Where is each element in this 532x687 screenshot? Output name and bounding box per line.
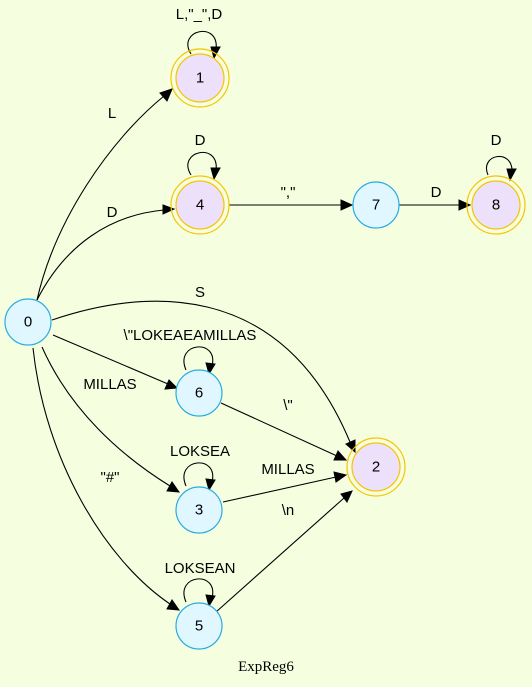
- arrowhead-0-2-s: [345, 439, 356, 454]
- state-4-label: 4: [196, 197, 204, 214]
- state-1-label: 1: [196, 70, 204, 87]
- self-loop-3: [183, 462, 214, 487]
- state-1: [175, 53, 225, 103]
- state-2: [351, 442, 401, 492]
- edge-0-4: [36, 209, 165, 301]
- arrowhead-loop-3: [205, 478, 216, 492]
- graph-title: ExpReg6: [238, 659, 294, 675]
- arrowhead-0-1: [159, 88, 173, 102]
- edge-label-7-8: D: [431, 184, 442, 201]
- edge-0-1: [36, 95, 165, 301]
- state-8: [471, 180, 521, 230]
- state-7-label: 7: [372, 197, 380, 214]
- state-7: [352, 181, 400, 229]
- state-0-label: 0: [24, 314, 32, 331]
- state-0: [4, 298, 52, 346]
- edge-label-0-1: L: [108, 105, 116, 122]
- edge-label-4-7: ",": [281, 184, 296, 201]
- state-1-outer-ring: [170, 48, 230, 108]
- state-6: [175, 369, 223, 417]
- edge-label-loop-3: LOKSEA: [170, 443, 230, 460]
- edge-0-3: [41, 346, 171, 487]
- edge-label-5-2: \n: [282, 502, 295, 519]
- state-8-outer-ring: [466, 175, 526, 235]
- arrowhead-loop-6: [205, 362, 216, 376]
- arrowhead-0-4: [162, 204, 176, 215]
- arrowhead-4-7: [340, 199, 354, 211]
- arrowhead-7-8: [458, 199, 472, 211]
- arrowhead-0-6: [164, 379, 179, 390]
- edge-label-loop-8: D: [491, 132, 502, 149]
- edge-label-3-2: MILLAS: [261, 461, 314, 478]
- state-6-label: 6: [195, 385, 203, 402]
- state-5-label: 5: [195, 618, 203, 635]
- edge-label-0-5: "#": [101, 469, 120, 486]
- self-loop-6: [183, 346, 214, 371]
- state-3-label: 3: [195, 502, 203, 519]
- arrowhead-loop-1: [210, 46, 221, 60]
- edge-label-loop-5: LOKSEAN: [165, 560, 236, 577]
- edge-label-0-3: MILLAS: [83, 376, 136, 393]
- edge-0-2-s: [51, 300, 351, 443]
- state-4-outer-ring: [170, 175, 230, 235]
- state-2-outer-ring: [346, 437, 406, 497]
- edge-label-0-2-s: S: [195, 284, 205, 301]
- self-loop-4: [187, 151, 217, 176]
- edge-label-0-6: \"LOKEAEAMILLAS: [124, 327, 257, 344]
- edge-label-loop-4: D: [195, 132, 206, 149]
- arrowhead-loop-4: [210, 167, 221, 181]
- arrowhead-5-2: [340, 490, 353, 503]
- edge-3-2: [222, 476, 337, 503]
- self-loop-8: [485, 156, 513, 176]
- arrowhead-loop-5: [205, 594, 216, 608]
- state-3: [175, 486, 223, 534]
- self-loop-5: [183, 578, 214, 603]
- edge-label-6-2: \": [283, 397, 293, 414]
- state-2-label: 2: [372, 459, 380, 476]
- self-loop-1: [187, 30, 217, 55]
- edge-5-2: [215, 497, 345, 613]
- edge-0-6: [52, 334, 169, 385]
- arrowhead-0-3: [166, 481, 181, 493]
- arrowhead-loop-8: [506, 168, 517, 182]
- edge-label-0-4: D: [107, 204, 118, 221]
- state-4: [175, 180, 225, 230]
- edge-label-loop-1: L,"_",D: [176, 6, 223, 23]
- edge-6-2: [220, 402, 338, 457]
- arrowhead-0-5: [166, 599, 181, 611]
- arrowhead-3-2: [333, 471, 348, 483]
- edge-0-5: [32, 347, 171, 605]
- state-8-label: 8: [492, 197, 500, 214]
- arrowhead-6-2: [333, 450, 348, 461]
- state-5: [175, 602, 223, 650]
